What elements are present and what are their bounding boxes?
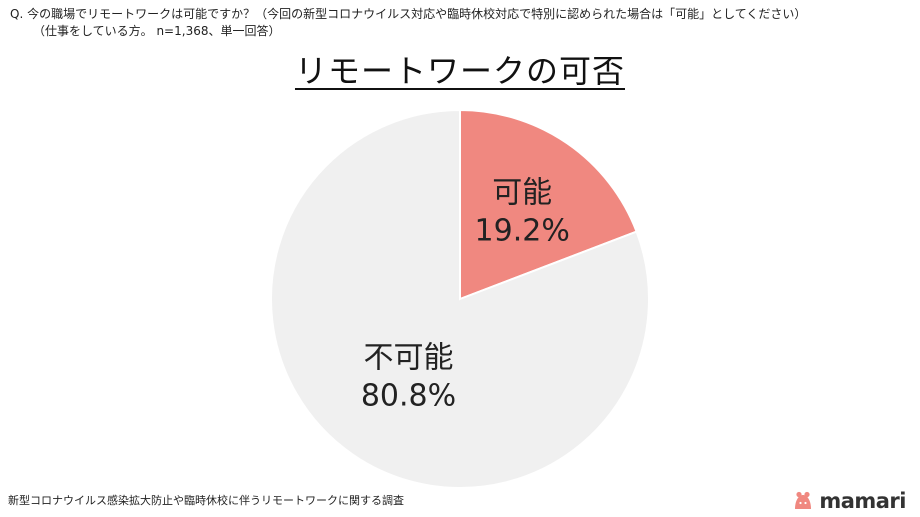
chart-title-wrap: リモートワークの可否 (0, 46, 920, 92)
slice-value-1: 80.8% (361, 379, 456, 414)
slice-label-1: 不可能 (364, 341, 454, 376)
brand-logo: mamari (792, 489, 906, 513)
footer-note: 新型コロナウイルス感染拡大防止や臨時休校に伴うリモートワークに関する調査 (8, 494, 404, 507)
brand-name: mamari (819, 489, 906, 513)
question-note: （仕事をしている方。 n=1,368、単一回答） (33, 24, 281, 38)
slice-label-0: 可能 (492, 176, 552, 211)
chart-title: リモートワークの可否 (294, 52, 625, 90)
question-text: Q. 今の職場でリモートワークは可能ですか？（今回の新型コロナウイルス対応や臨時… (10, 7, 807, 21)
pie-slice-0 (459, 108, 638, 301)
slice-value-0: 19.2% (475, 214, 570, 249)
survey-question: Q. 今の職場でリモートワークは可能ですか？（今回の新型コロナウイルス対応や臨時… (10, 6, 915, 40)
mamari-logo-icon (795, 491, 812, 509)
pie-slice-1 (270, 108, 651, 489)
